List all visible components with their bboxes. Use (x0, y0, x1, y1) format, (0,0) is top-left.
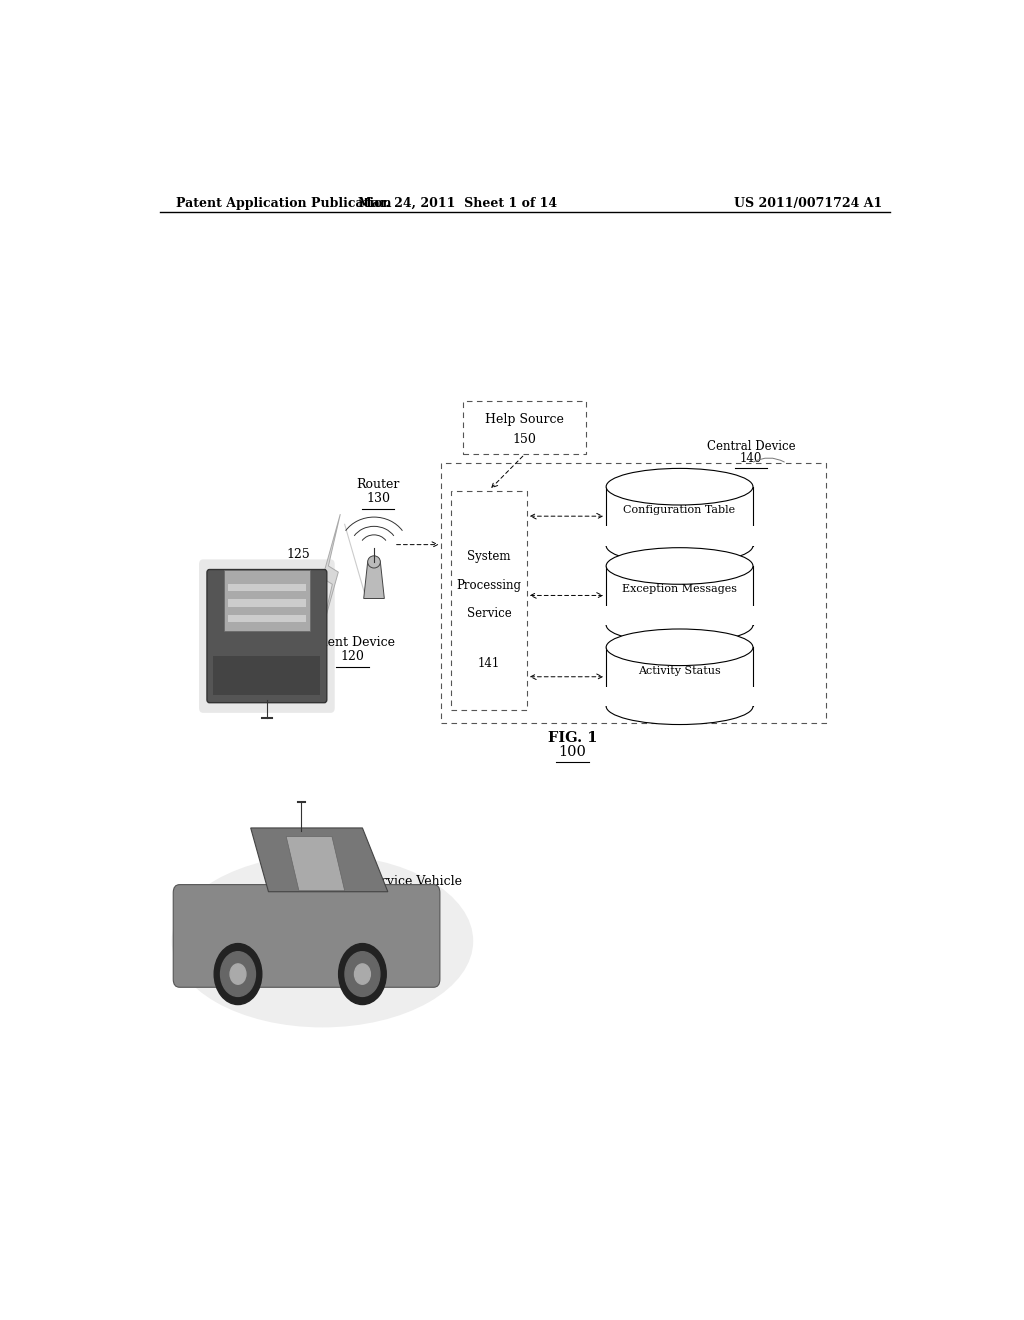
Text: Patent Application Publication: Patent Application Publication (176, 197, 391, 210)
Text: 150: 150 (513, 433, 537, 446)
Polygon shape (251, 828, 388, 892)
Circle shape (345, 952, 380, 997)
Ellipse shape (172, 854, 473, 1027)
Text: Router: Router (356, 478, 399, 491)
Bar (606, 647, 753, 706)
Bar (227, 615, 306, 622)
Text: 100: 100 (558, 744, 587, 759)
Text: Configuration Table: Configuration Table (624, 506, 735, 515)
Polygon shape (287, 837, 345, 891)
Text: Service: Service (467, 607, 511, 620)
Text: 144: 144 (669, 688, 690, 698)
Text: Activity Status: Activity Status (638, 665, 721, 676)
Ellipse shape (606, 688, 753, 725)
Text: 130: 130 (366, 492, 390, 506)
Text: Service Vehicle: Service Vehicle (366, 875, 462, 887)
Bar (606, 487, 753, 545)
Text: 120: 120 (341, 649, 365, 663)
Bar (604, 606, 755, 624)
Text: Exception Messages: Exception Messages (622, 585, 737, 594)
Bar (223, 570, 310, 631)
Text: Help Source: Help Source (485, 413, 564, 426)
Text: System: System (467, 550, 511, 564)
Text: 143: 143 (669, 607, 690, 616)
Text: Central Device: Central Device (707, 440, 796, 453)
FancyBboxPatch shape (441, 463, 826, 722)
Text: 110: 110 (401, 888, 426, 902)
FancyBboxPatch shape (199, 560, 335, 713)
Text: FIG. 1: FIG. 1 (548, 731, 597, 744)
Bar (606, 566, 753, 624)
FancyBboxPatch shape (207, 569, 327, 702)
Circle shape (214, 944, 262, 1005)
Bar (227, 583, 306, 591)
Ellipse shape (606, 607, 753, 643)
Circle shape (354, 964, 371, 985)
Ellipse shape (368, 556, 380, 568)
Text: Processing: Processing (457, 578, 521, 591)
Ellipse shape (606, 630, 753, 665)
Ellipse shape (606, 548, 753, 585)
FancyBboxPatch shape (463, 401, 587, 454)
Polygon shape (321, 515, 340, 636)
Bar (604, 527, 755, 545)
Text: Mar. 24, 2011  Sheet 1 of 14: Mar. 24, 2011 Sheet 1 of 14 (357, 197, 557, 210)
Text: US 2011/0071724 A1: US 2011/0071724 A1 (733, 197, 882, 210)
Ellipse shape (606, 469, 753, 506)
Circle shape (230, 964, 246, 985)
Text: 125: 125 (287, 548, 310, 561)
Bar (604, 686, 755, 706)
Text: Client Device: Client Device (310, 636, 395, 648)
Text: 141: 141 (478, 657, 500, 671)
FancyBboxPatch shape (452, 491, 526, 710)
Ellipse shape (606, 528, 753, 564)
Text: 142: 142 (669, 528, 690, 537)
Polygon shape (364, 562, 384, 598)
Bar (213, 656, 321, 694)
Circle shape (220, 952, 255, 997)
Circle shape (339, 944, 386, 1005)
Text: 140: 140 (739, 451, 762, 465)
Bar (227, 599, 306, 607)
FancyBboxPatch shape (173, 884, 440, 987)
